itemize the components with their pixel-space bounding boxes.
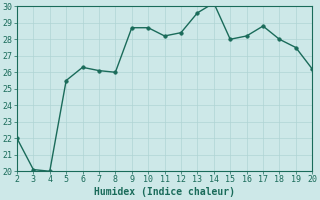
X-axis label: Humidex (Indice chaleur): Humidex (Indice chaleur): [94, 187, 235, 197]
